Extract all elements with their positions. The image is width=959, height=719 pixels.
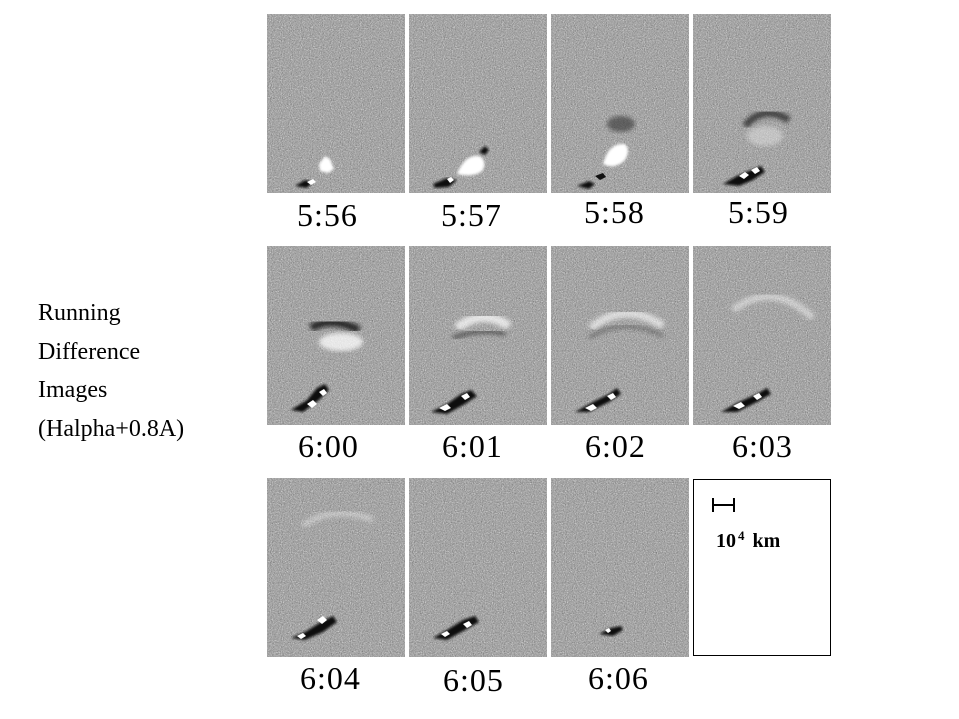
frame-time-label: 5:57 [441, 197, 502, 233]
frame-image [409, 246, 547, 425]
frame-time-label: 5:56 [297, 197, 358, 233]
frame-image [267, 14, 405, 193]
side-label-line-2: Difference [38, 338, 141, 365]
scale-base: 10 [716, 530, 736, 552]
frame-time-label: 5:58 [584, 194, 645, 230]
frame-time-label: 6:01 [442, 428, 503, 464]
frame-time-label: 6:04 [300, 660, 361, 696]
frame-image [693, 14, 831, 193]
scale-label: 10 4 km [716, 528, 781, 553]
scale-unit: km [752, 530, 781, 552]
frame-time-label: 5:59 [728, 194, 789, 230]
frame-image [693, 246, 831, 425]
frame-image [551, 14, 689, 193]
scale-exponent: 4 [738, 528, 745, 543]
scale-bar-icon [712, 498, 735, 512]
frame-image [267, 246, 405, 425]
side-label: Running Difference Images (Halpha+0.8A) [38, 294, 184, 448]
side-label-line-4: (Halpha+0.8A) [38, 415, 185, 442]
frame-time-label: 6:00 [298, 428, 359, 464]
side-label-line-1: Running [38, 300, 121, 326]
frame-image [409, 478, 547, 657]
side-label-line-3: Images [38, 377, 108, 403]
frame-time-label: 6:03 [732, 428, 793, 464]
frame-image [551, 478, 689, 657]
frame-image [409, 14, 547, 193]
frame-time-label: 6:02 [585, 428, 646, 464]
frame-time-label: 6:06 [588, 660, 649, 696]
frame-image [551, 246, 689, 425]
frame-time-label: 6:05 [443, 662, 504, 698]
frame-image [267, 478, 405, 657]
scale-legend: 10 4 km [693, 479, 831, 656]
